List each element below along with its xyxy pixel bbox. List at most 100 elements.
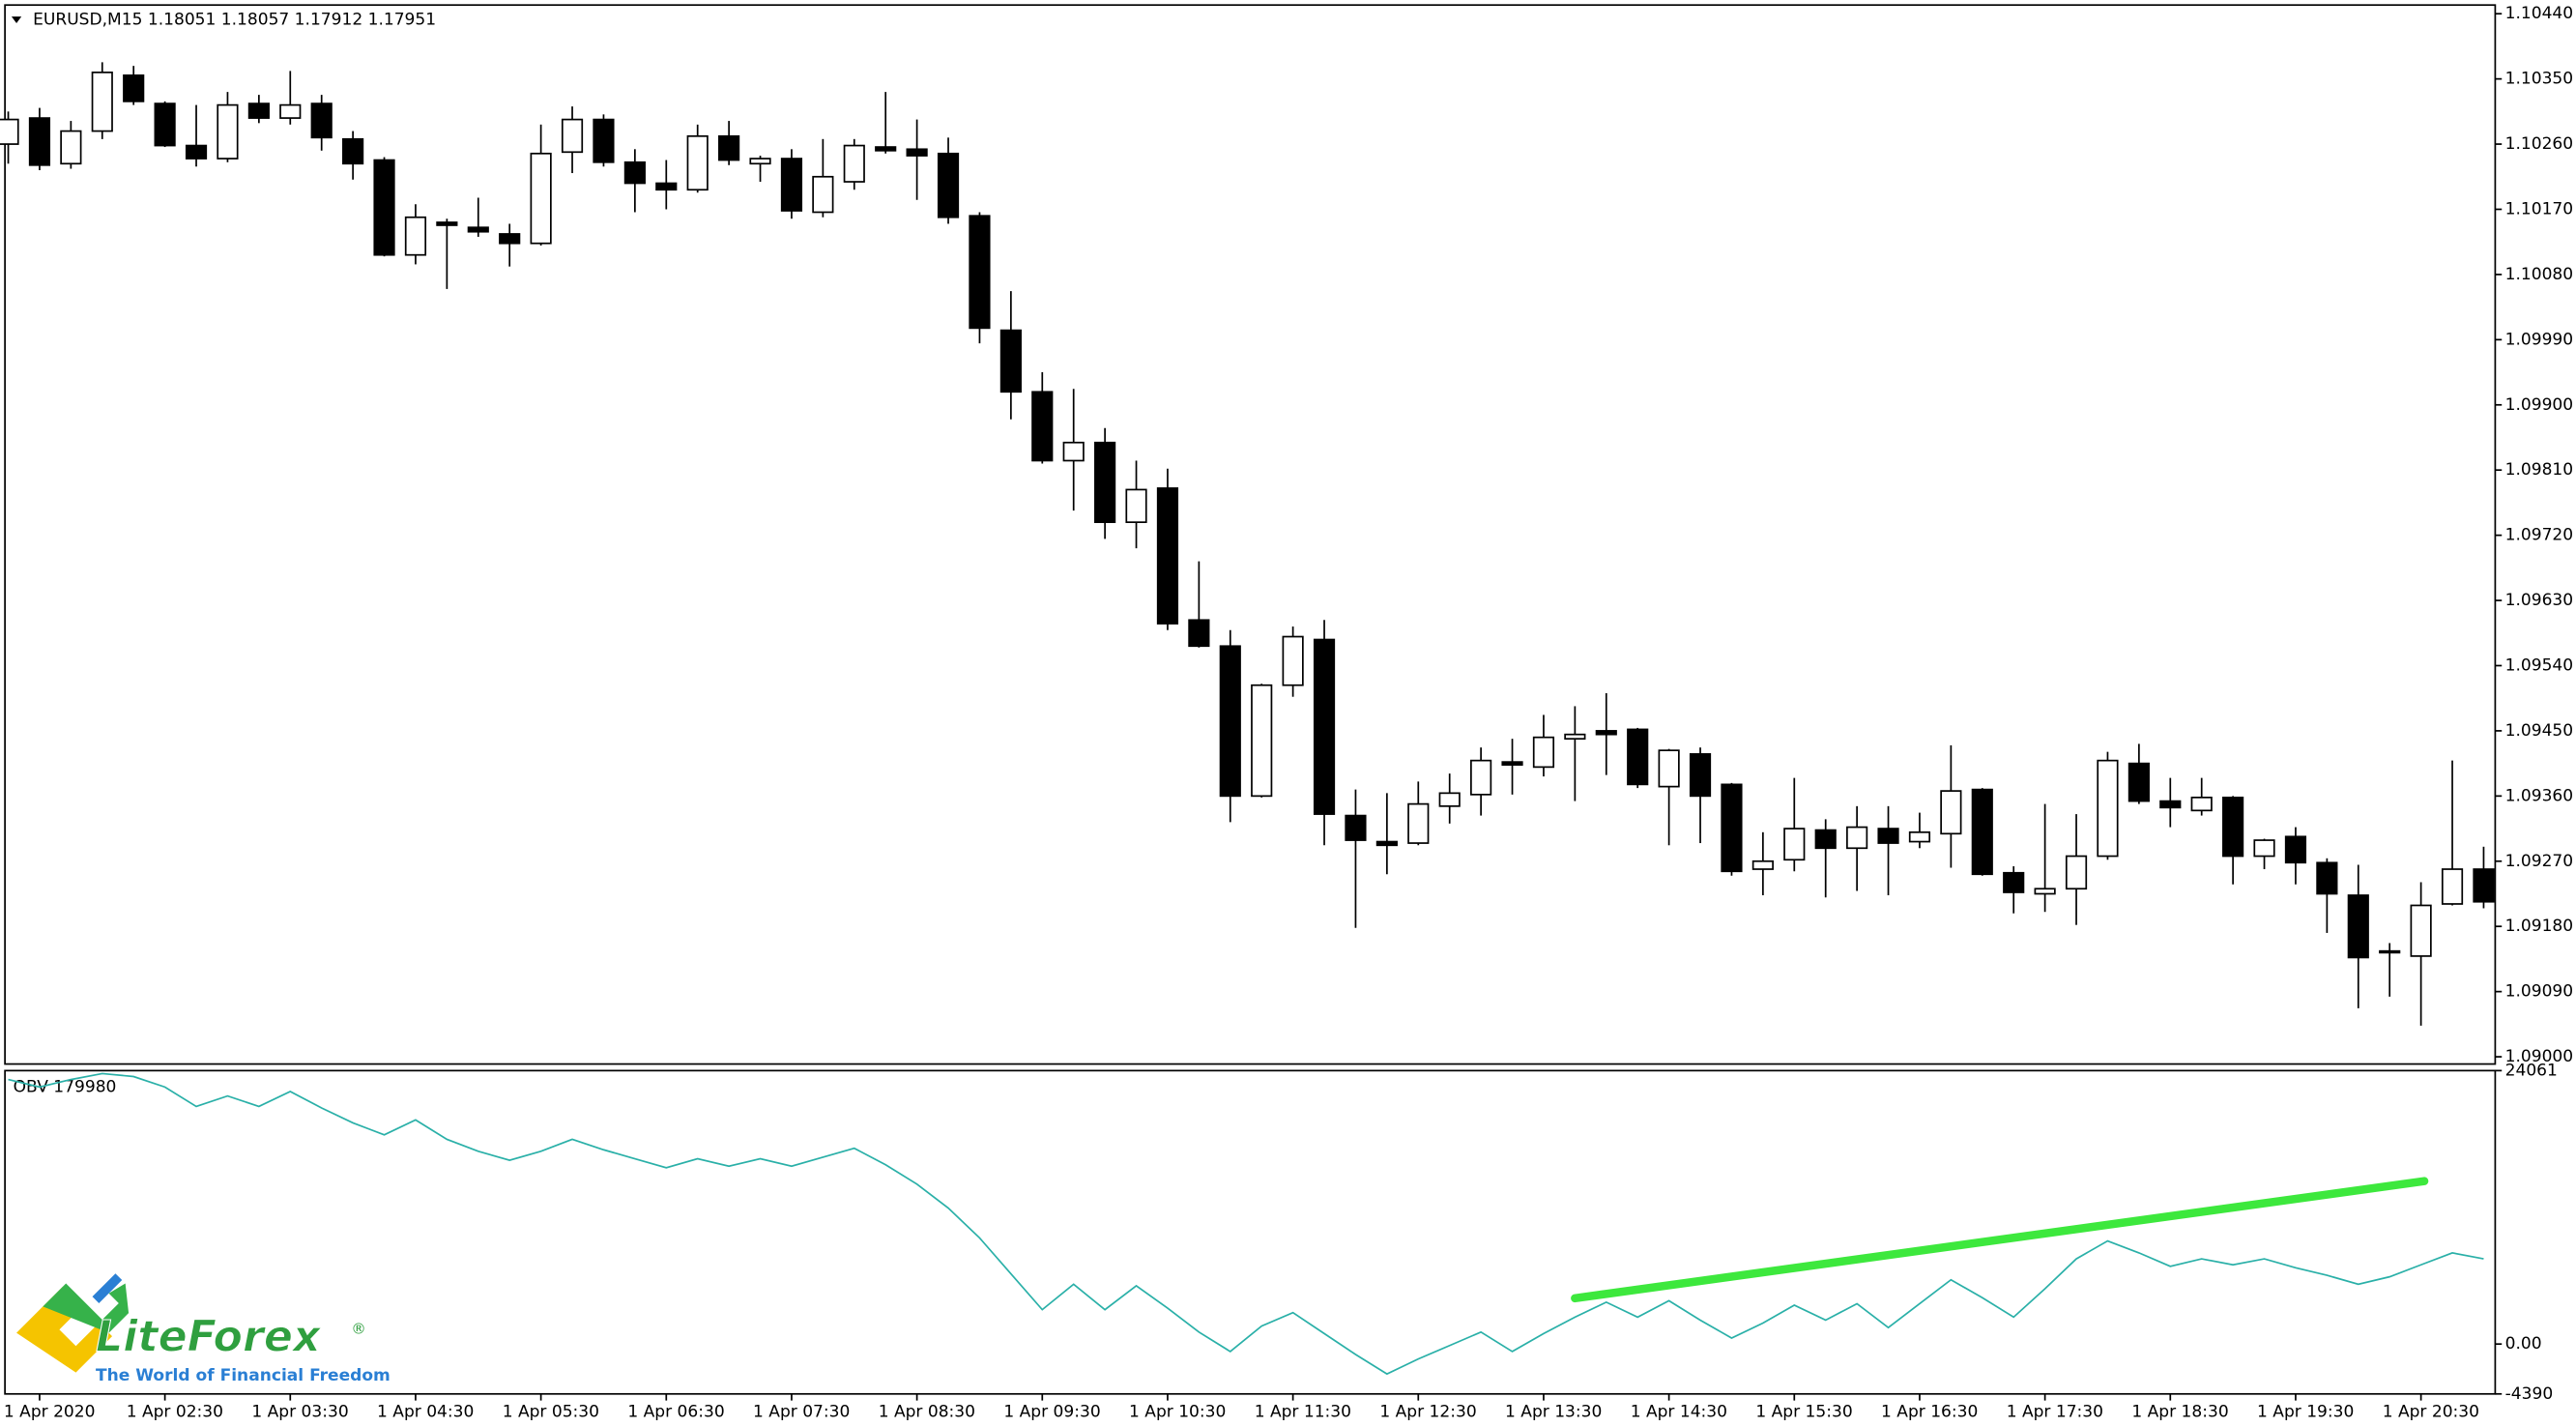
candle-body <box>875 146 897 152</box>
candle-body <box>154 102 176 147</box>
candle-body <box>404 216 427 256</box>
y-tick-label: 1.09180 <box>2505 917 2574 936</box>
x-tick-label: 1 Apr 13:30 <box>1505 1403 1602 1422</box>
candle-body <box>373 159 395 256</box>
candle-body <box>2190 796 2213 812</box>
candle-body <box>1564 733 1586 741</box>
candle-body <box>1814 829 1837 850</box>
candle-body <box>1345 814 1367 841</box>
candle-body <box>2222 796 2244 858</box>
candle-body <box>1940 790 1962 835</box>
x-tick-label: 1 Apr 04:30 <box>377 1403 474 1422</box>
candle-body <box>2034 888 2056 895</box>
x-tick-label: 1 Apr 20:30 <box>2383 1403 2479 1422</box>
y-tick-label: 1.09900 <box>2505 395 2574 415</box>
candle-body <box>1188 619 1210 648</box>
candle-body <box>2473 868 2495 903</box>
candle-body <box>1689 753 1712 798</box>
x-tick-label: 1 Apr 09:30 <box>1003 1403 1100 1422</box>
logo-icon-blue <box>92 1273 123 1303</box>
candle-body <box>1908 830 1931 843</box>
y-tick-label: 24061 <box>2505 1061 2558 1080</box>
x-tick-label: 1 Apr 06:30 <box>627 1403 724 1422</box>
candle-body <box>60 130 82 165</box>
candle-body <box>1721 783 1743 873</box>
candle-body <box>1094 441 1116 523</box>
y-tick-label: 1.10350 <box>2505 70 2574 89</box>
candle-body <box>2379 949 2401 954</box>
candle-body <box>1877 828 1899 844</box>
x-tick-label: 1 Apr 15:30 <box>1755 1403 1852 1422</box>
candle-body <box>1595 730 1617 736</box>
y-tick-label: 1.09000 <box>2505 1047 2574 1066</box>
candle-body <box>1219 645 1241 798</box>
x-tick-label: 1 Apr 19:30 <box>2257 1403 2354 1422</box>
candle-body <box>749 158 771 165</box>
candle-body <box>0 118 19 145</box>
obv-panel <box>4 1069 2497 1395</box>
candle-body <box>969 215 991 330</box>
candle-body <box>2003 871 2025 893</box>
candle-body <box>843 144 865 183</box>
x-tick-label: 1 Apr 2020 <box>4 1403 96 1422</box>
candle-body <box>2284 835 2307 864</box>
candle-body <box>217 103 239 160</box>
candle-body <box>780 158 803 212</box>
candle-body <box>2097 759 2119 858</box>
y-tick-label: 1.10260 <box>2505 134 2574 154</box>
candle-body <box>1658 749 1680 788</box>
y-tick-label: 0.00 <box>2505 1334 2542 1354</box>
candle-body <box>1438 792 1461 807</box>
candle-body <box>1282 635 1304 686</box>
x-tick-label: 1 Apr 14:30 <box>1631 1403 1727 1422</box>
y-tick-label: -4390 <box>2505 1384 2554 1404</box>
candle-body <box>906 148 928 157</box>
x-tick-label: 1 Apr 10:30 <box>1129 1403 1226 1422</box>
x-tick-label: 1 Apr 17:30 <box>2007 1403 2103 1422</box>
candle-body <box>185 144 208 160</box>
candle-body <box>247 102 270 119</box>
candle-body <box>2347 894 2369 959</box>
y-tick-label: 1.10080 <box>2505 265 2574 284</box>
x-tick-label: 1 Apr 11:30 <box>1255 1403 1351 1422</box>
candle-body <box>436 221 458 226</box>
candle-body <box>2316 861 2338 895</box>
candle-body <box>342 137 364 165</box>
y-tick-label: 1.09450 <box>2505 721 2574 741</box>
logo-icon-yellow <box>16 1286 113 1373</box>
candle-body <box>2441 868 2464 905</box>
candle-body <box>1971 788 1993 876</box>
logo-tagline: The World of Financial Freedom <box>96 1366 391 1385</box>
y-tick-label: 1.09270 <box>2505 852 2574 871</box>
x-tick-label: 1 Apr 08:30 <box>879 1403 975 1422</box>
y-tick-label: 1.10170 <box>2505 199 2574 218</box>
candle-body <box>1062 441 1085 462</box>
candle-body <box>561 118 584 154</box>
candle-body <box>1407 802 1430 844</box>
candle-body <box>593 118 615 163</box>
candle-body <box>530 152 552 245</box>
candle-body <box>2159 800 2182 809</box>
candle-body <box>2410 904 2432 957</box>
logo-name: LiteForex <box>96 1312 322 1361</box>
y-tick-label: 1.09360 <box>2505 786 2574 805</box>
candle-body <box>718 134 740 161</box>
candle-body <box>91 72 113 132</box>
candle-body <box>279 103 302 119</box>
candle-body <box>655 182 678 191</box>
candle-body <box>1470 759 1492 796</box>
x-tick-label: 1 Apr 16:30 <box>1881 1403 1978 1422</box>
x-tick-label: 1 Apr 18:30 <box>2131 1403 2228 1422</box>
candle-body <box>28 117 51 166</box>
candle-body <box>937 152 960 218</box>
candle-body <box>1627 728 1649 786</box>
candle-body <box>2127 762 2150 802</box>
candle-body <box>467 226 489 233</box>
y-tick-label: 1.10440 <box>2505 4 2574 23</box>
obv-title: OBV 179980 <box>14 1077 117 1096</box>
candle-body <box>1783 828 1806 861</box>
y-tick-label: 1.09810 <box>2505 460 2574 480</box>
candle-body <box>499 233 521 245</box>
candle-body <box>1125 488 1147 523</box>
